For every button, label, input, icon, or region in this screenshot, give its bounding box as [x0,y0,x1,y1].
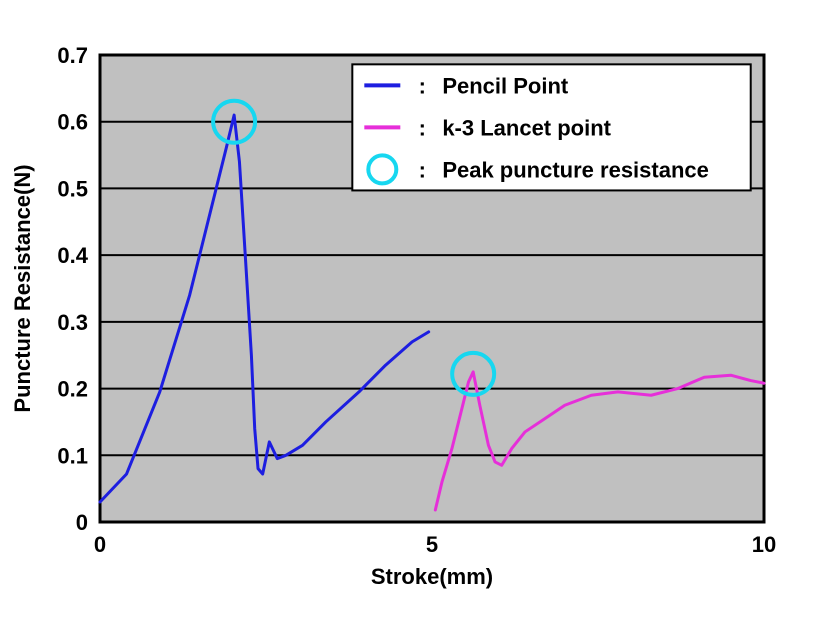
x-axis-label: Stroke(mm) [371,564,493,589]
chart-container: 0 0.1 0.2 0.3 0.4 0.5 0.6 0.7 0 5 10 Stroke(mm) Punc… [0,0,840,632]
y-tick-label: 0.1 [57,443,88,468]
y-tick-label: 0.4 [57,243,88,268]
y-axis-label: Puncture Resistance(N) [10,164,35,412]
legend-label-peak: Peak puncture resistance [442,157,709,182]
legend-separator: : [419,73,426,98]
y-tick-label: 0.6 [57,110,88,135]
x-tick-label: 5 [426,532,438,557]
legend-separator: : [419,115,426,140]
x-tick-label: 0 [94,532,106,557]
y-tick-label: 0.3 [57,310,88,335]
y-tick-label: 0 [76,510,88,535]
legend-label-lancet: k-3 Lancet point [442,115,611,140]
y-tick-label: 0.2 [57,377,88,402]
y-tick-label: 0.7 [57,43,88,68]
chart-svg: 0 0.1 0.2 0.3 0.4 0.5 0.6 0.7 0 5 10 Stroke(mm) Punc… [0,0,840,632]
legend-label-pencil: Pencil Point [442,73,569,98]
y-tick-label: 0.5 [57,176,88,201]
legend-separator: : [419,157,426,182]
x-tick-label: 10 [752,532,776,557]
